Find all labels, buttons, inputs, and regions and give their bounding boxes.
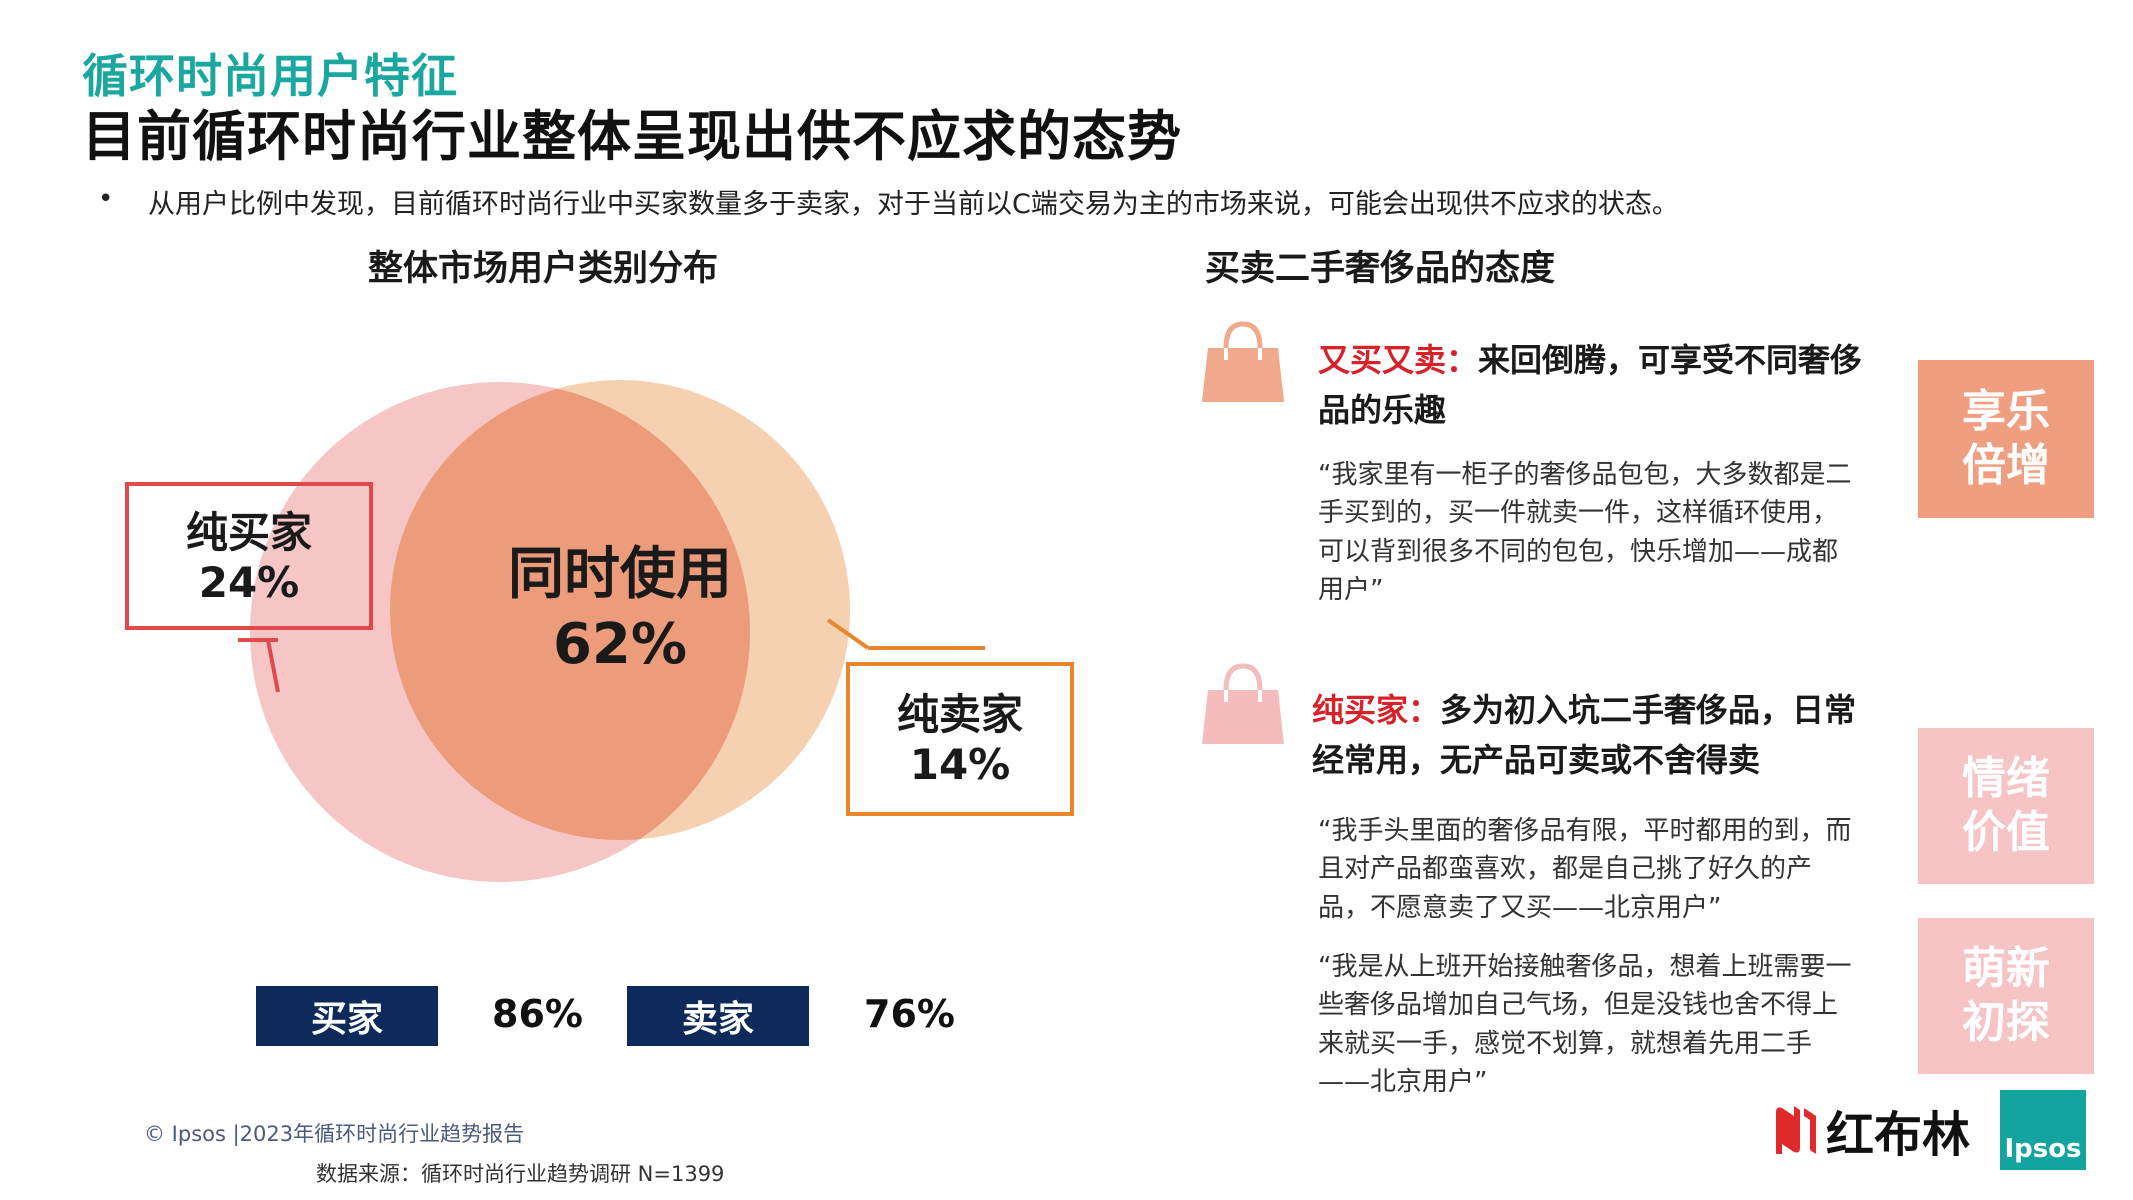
attitude-key-1: 又买又卖： [1318, 341, 1479, 379]
bullet-text: 从用户比例中发现，目前循环时尚行业中买家数量多于卖家，对于当前以C端交易为主的市… [148, 189, 1679, 220]
handbag-icon [1202, 663, 1284, 744]
side-tag-newbie: 萌新 初探 [1918, 918, 2094, 1074]
buyer-only-percent: 24% [198, 558, 300, 608]
side-tag-3-line1: 萌新 [1962, 943, 2050, 995]
side-tag-enjoyment: 享乐 倍增 [1918, 360, 2094, 518]
side-tag-emotion: 情绪 价值 [1918, 728, 2094, 884]
buyer-stat-value: 86% [492, 992, 583, 1036]
buyer-leader-line-2 [266, 639, 280, 693]
attitude-text-1: 来回倒腾，可享受不同奢侈品的乐趣 [1318, 341, 1863, 429]
venn-diagram [238, 380, 985, 882]
side-tag-2-line1: 情绪 [1962, 753, 2050, 805]
attitude-headline-1: 又买又卖：来回倒腾，可享受不同奢侈品的乐趣 [1318, 336, 1888, 435]
seller-stat-value: 76% [864, 992, 955, 1036]
ipsos-wordmark: Ipsos [2004, 1134, 2082, 1164]
seller-leader-line-2 [826, 618, 870, 650]
side-tag-2-line2: 价值 [1962, 807, 2050, 858]
attitude-text-2: 多为初入坑二手奢侈品，日常经常用，无产品可卖或不舍得卖 [1312, 691, 1857, 779]
ipsos-logo: Ipsos [2000, 1090, 2086, 1170]
side-tag-1-line2: 倍增 [1962, 440, 2050, 491]
buyer-only-name: 纯买家 [185, 508, 312, 557]
page-title: 目前循环时尚行业整体呈现出供不应求的态势 [82, 105, 1182, 168]
bullet-dot: • [98, 184, 114, 214]
seller-stat-tag: 卖家 [627, 986, 809, 1046]
attitude-key-2: 纯买家： [1312, 691, 1441, 729]
data-source-text: 数据来源：循环时尚行业趋势调研 N=1399 [316, 1162, 725, 1186]
seller-only-name: 纯卖家 [896, 690, 1023, 739]
buyer-only-box: 纯买家 24% [125, 482, 373, 630]
buyer-stat-tag: 买家 [256, 986, 438, 1046]
right-section-title: 买卖二手奢侈品的态度 [1205, 249, 1556, 289]
copyright-text: © Ipsos |2023年循环时尚行业趋势报告 [144, 1122, 525, 1146]
attitude-headline-2: 纯买家：多为初入坑二手奢侈品，日常经常用，无产品可卖或不舍得卖 [1312, 686, 1882, 785]
side-tag-3-line2: 初探 [1962, 997, 2050, 1048]
quote-3: “我是从上班开始接触奢侈品，想着上班需要一些奢侈品增加自己气场，但是没钱也舍不得… [1318, 952, 1852, 1098]
handbag-icon [1202, 321, 1284, 402]
overlap-label: 同时使用 62% [480, 540, 760, 680]
page-subtitle: 循环时尚用户特征 [82, 49, 458, 103]
quote-2: “我手头里面的奢侈品有限，平时都用的到，而且对产品都蛮喜欢，都是自己挑了好久的产… [1318, 816, 1852, 923]
hongbulin-logo: 红布林 [1772, 1095, 1970, 1165]
overlap-name: 同时使用 [508, 542, 732, 607]
side-tag-1-line1: 享乐 [1962, 386, 2050, 438]
seller-only-percent: 14% [909, 740, 1011, 790]
overlap-area [390, 382, 750, 840]
left-section-title: 整体市场用户类别分布 [368, 249, 719, 289]
hongbulin-wordmark: 红布林 [1826, 1107, 1971, 1163]
seller-only-box: 纯卖家 14% [846, 662, 1074, 816]
quote-1: “我家里有一柜子的奢侈品包包，大多数都是二手买到的，买一件就卖一件，这样循环使用… [1318, 460, 1852, 606]
overlap-percent: 62% [552, 612, 688, 677]
hongbulin-mark-icon [1776, 1106, 1816, 1154]
